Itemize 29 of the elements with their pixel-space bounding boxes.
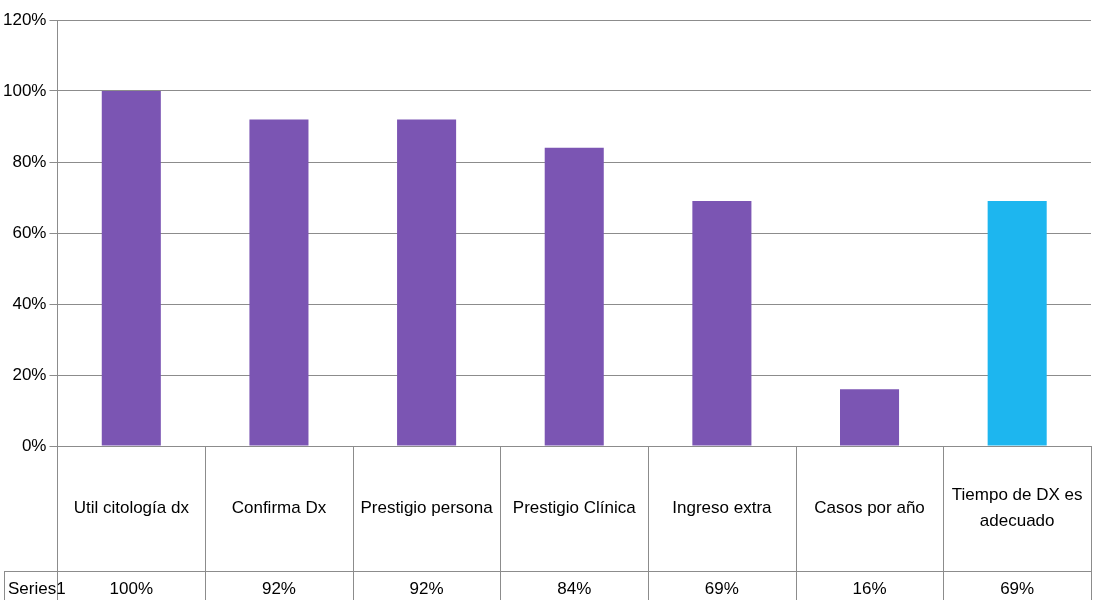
bar [397, 119, 457, 446]
data-label: 92% [261, 578, 296, 598]
y-tick-label: 60% [12, 222, 47, 242]
data-label: 92% [409, 578, 444, 598]
x-tick-label: Tiempo de DX es adecuado [951, 484, 1083, 530]
bar [692, 201, 752, 446]
y-tick-label: 20% [12, 364, 47, 384]
bar [987, 201, 1047, 446]
x-tick-label: Util citología dx [73, 497, 190, 517]
x-tick-label: Prestigio Clínica [512, 497, 637, 517]
data-label: 84% [557, 578, 592, 598]
bar [544, 147, 604, 446]
bar [249, 119, 309, 446]
x-tick-label: Prestigio persona [360, 497, 494, 517]
y-tick-label: 0% [21, 435, 47, 455]
x-tick-label: Confirma Dx [231, 497, 327, 517]
y-tick-label: 40% [12, 293, 47, 313]
data-label: 16% [852, 578, 887, 598]
data-label: 69% [1000, 578, 1035, 598]
text: Series1 [8, 578, 66, 598]
y-tick-label: 120% [3, 9, 47, 29]
bar [840, 389, 900, 446]
y-tick-label: 100% [3, 80, 47, 100]
x-tick-label: Ingreso extra [672, 497, 773, 517]
y-tick-label: 80% [12, 151, 47, 171]
data-label: 69% [704, 578, 739, 598]
data-label: 100% [109, 578, 154, 598]
bar [101, 91, 161, 446]
x-tick-label: Casos por año [814, 497, 925, 517]
